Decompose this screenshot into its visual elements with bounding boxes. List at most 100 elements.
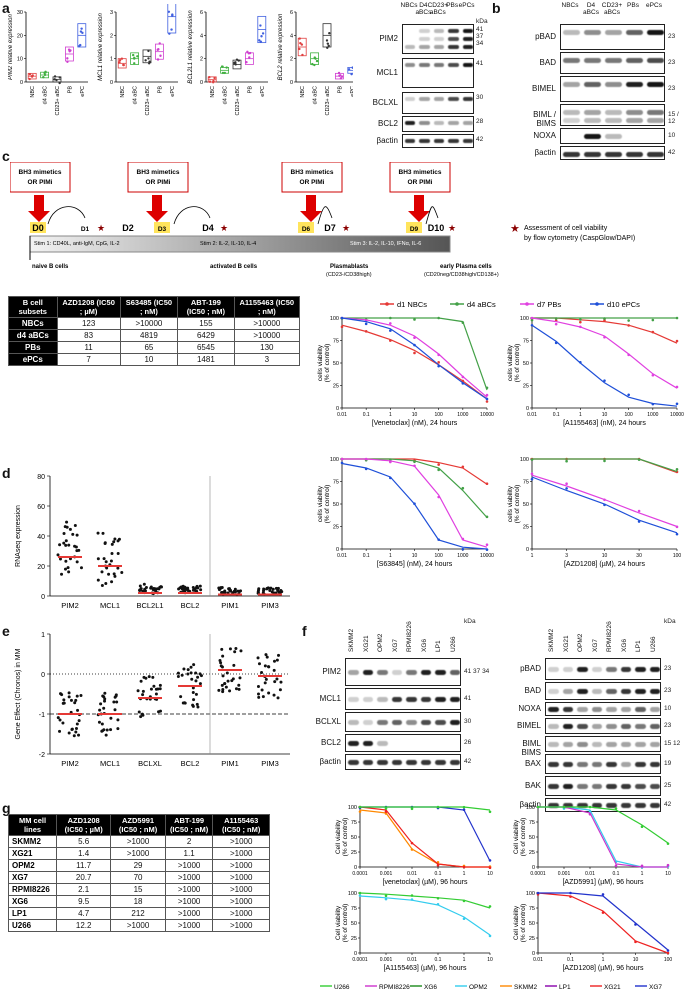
data-point xyxy=(180,673,184,677)
blot-band xyxy=(562,707,573,712)
panel-c-curves: d1 NBCs d4 aBCs d7 PBs d10 ePCs02550751000.… xyxy=(317,300,684,568)
mini-chart-point xyxy=(211,81,215,84)
data-point xyxy=(103,699,107,703)
table-header-cell: AZD1208 (IC50 ; µM) xyxy=(56,296,121,318)
mini-chart-ytick: 30 xyxy=(17,10,23,16)
blot-row-label: pBAD xyxy=(520,664,541,673)
data-point xyxy=(74,726,78,730)
blot-col-label: XG7 xyxy=(591,638,599,652)
mini-chart-point xyxy=(300,43,304,46)
blot-band xyxy=(577,724,588,729)
data-point xyxy=(109,559,113,563)
blot-band xyxy=(620,803,631,808)
blot-band xyxy=(448,63,459,67)
mini-chart-point xyxy=(258,39,261,42)
x-tick: PIM1 xyxy=(221,759,239,768)
x-tick: 10000 xyxy=(670,412,684,418)
blot-row-label: NOXA xyxy=(518,704,541,713)
blot-band xyxy=(348,720,359,725)
kda-value: 25 xyxy=(664,782,672,789)
data-point xyxy=(264,653,268,657)
series-point xyxy=(340,325,344,329)
series-point xyxy=(364,457,368,461)
curve-chart: 0 25 50 75 100 0.01 0.1 1 10 100 1000 10000 [Venetoc… xyxy=(317,316,494,427)
treatment-box: BH3 mimetics OR PIMi xyxy=(281,162,343,222)
stage-label: naive B cells xyxy=(32,264,69,270)
blot-band xyxy=(433,97,445,101)
data-point xyxy=(61,701,65,705)
kda-value: 15 / 12 xyxy=(668,111,679,125)
data-point xyxy=(116,718,120,722)
y-tick: 25 xyxy=(529,936,535,942)
y-label: (% of control) xyxy=(324,485,331,524)
legend-label: d7 PBs xyxy=(537,300,561,309)
blot-band xyxy=(435,760,446,765)
blot-band xyxy=(433,37,445,41)
series-point xyxy=(437,316,440,320)
x-tick: 1 xyxy=(463,957,466,963)
blot-row-label: BCLXL xyxy=(315,717,341,726)
mini-chart-point xyxy=(28,73,32,76)
mini-chart-ytick: 2 xyxy=(110,33,113,39)
data-point xyxy=(77,719,81,723)
blot-col-label: SKMM2 xyxy=(548,628,555,652)
day-label: D2 xyxy=(122,223,134,233)
blot-band xyxy=(419,29,430,33)
data-point xyxy=(268,588,272,592)
blot-row-label: BIML / BIMS xyxy=(533,110,556,128)
x-tick: 10 xyxy=(602,553,608,559)
blot-band xyxy=(419,45,430,49)
legend-label: d10 ePCs xyxy=(607,300,640,309)
red-arrow xyxy=(152,195,162,211)
y-tick: 50 xyxy=(333,361,339,367)
panel-letter-c: c xyxy=(2,148,10,164)
series-point xyxy=(462,917,466,921)
mini-chart-point xyxy=(234,61,237,64)
data-point xyxy=(199,674,203,678)
table-cell: LP1 xyxy=(8,907,57,920)
data-point xyxy=(159,585,163,589)
mini-chart-point xyxy=(260,35,263,38)
series-point xyxy=(554,317,558,320)
y-tick: 0 xyxy=(526,547,529,553)
blot-band xyxy=(649,784,660,789)
table-cell: 2 xyxy=(164,835,214,848)
table-cell: 5.6 xyxy=(55,835,112,848)
series-line xyxy=(537,892,669,954)
table-row: U266 12.2 >1000 >1000 >1000 xyxy=(8,919,270,932)
data-point xyxy=(73,701,77,705)
data-point xyxy=(183,701,187,705)
series-point xyxy=(488,810,492,814)
blot-row-label: pBAD xyxy=(535,32,556,41)
data-point xyxy=(221,687,225,691)
mini-chart-point xyxy=(159,54,162,57)
legend-label: U266 xyxy=(334,984,350,991)
blot-band xyxy=(584,152,601,157)
mini-chart-ytick: 0 xyxy=(110,80,113,86)
blot-band xyxy=(563,30,580,35)
blot-f-row xyxy=(345,658,461,686)
x-tick: 30 xyxy=(636,553,642,559)
x-tick: 10 xyxy=(412,553,418,559)
x-tick: PIM1 xyxy=(221,601,239,610)
mini-chart-point xyxy=(213,76,216,80)
data-point xyxy=(189,665,193,669)
data-point xyxy=(114,693,118,697)
red-arrow xyxy=(34,195,44,211)
blot-band xyxy=(548,742,559,747)
data-point xyxy=(143,589,147,593)
mini-chart-point xyxy=(259,40,263,43)
table-cell: SKMM2 xyxy=(8,835,57,848)
x-tick: 10 xyxy=(487,871,493,877)
blot-band xyxy=(462,29,473,33)
x-tick: MCL1 xyxy=(100,601,120,610)
blot-col-label: U266 xyxy=(449,636,457,652)
mini-chart-ytick: 2 xyxy=(200,57,203,63)
mini-chart-xtick: d4 aBC xyxy=(133,86,139,104)
svg-text:OR PIMi: OR PIMi xyxy=(408,179,433,186)
table-row: OPM2 11.7 29 >1000 >1000 xyxy=(8,859,270,872)
y-tick: 25 xyxy=(523,525,529,531)
data-point xyxy=(217,588,221,592)
series-point xyxy=(462,805,466,809)
mini-chart-ytick: 0 xyxy=(20,80,23,86)
